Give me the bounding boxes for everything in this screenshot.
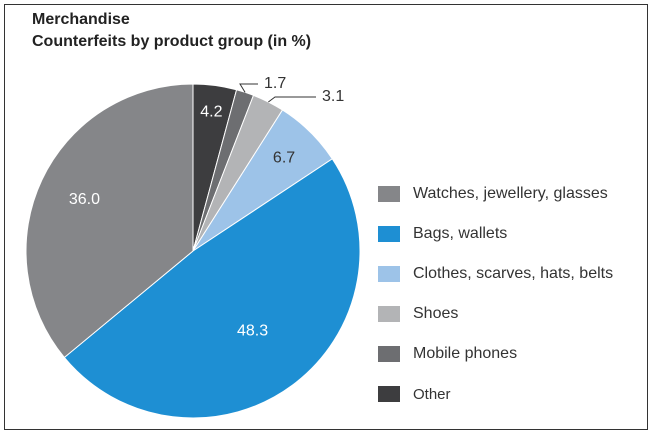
legend-item-mobile-phones: Mobile phones bbox=[378, 334, 613, 374]
legend-item-shoes: Shoes bbox=[378, 294, 613, 334]
data-label-mobile-phones: 1.7 bbox=[264, 75, 286, 92]
chart-frame bbox=[4, 4, 648, 430]
legend-label-other: Other bbox=[413, 385, 451, 403]
legend-item-other: Other bbox=[378, 374, 613, 414]
chart-legend: Watches, jewellery, glasses Bags, wallets… bbox=[378, 174, 613, 414]
data-label-bags-wallets: 48.3 bbox=[237, 323, 268, 340]
legend-swatch-bags-wallets bbox=[378, 226, 400, 242]
legend-item-bags-wallets: Bags, wallets bbox=[378, 214, 613, 254]
chart-title: Merchandise bbox=[32, 11, 130, 28]
legend-swatch-clothes-scarves-hats-belts bbox=[378, 266, 400, 282]
pie-slice-watches-jewellery-glasses bbox=[25, 83, 194, 359]
data-label-other: 4.2 bbox=[200, 103, 222, 120]
legend-label-clothes-scarves-hats-belts: Clothes, scarves, hats, belts bbox=[413, 265, 614, 282]
data-label-shoes: 3.1 bbox=[322, 88, 344, 105]
legend-label-bags-wallets: Bags, wallets bbox=[413, 225, 508, 242]
data-label-watches-jewellery-glasses: 36.0 bbox=[69, 191, 100, 208]
leader-line-mobile-phones bbox=[239, 83, 258, 93]
legend-label-mobile-phones: Mobile phones bbox=[413, 345, 518, 362]
data-label-clothes-scarves-hats-belts: 6.7 bbox=[273, 149, 295, 166]
legend-swatch-shoes bbox=[378, 306, 400, 322]
legend-label-watches-jewellery-glasses: Watches, jewellery, glasses bbox=[413, 185, 608, 202]
chart-subtitle: Counterfeits by product group (in %) bbox=[32, 33, 312, 50]
legend-swatch-mobile-phones bbox=[378, 346, 400, 362]
legend-item-watches-jewellery-glasses: Watches, jewellery, glasses bbox=[378, 174, 613, 214]
pie-slice-bags-wallets bbox=[63, 158, 361, 419]
legend-label-shoes: Shoes bbox=[413, 305, 459, 322]
leader-line-shoes bbox=[268, 96, 316, 103]
legend-item-clothes-scarves-hats-belts: Clothes, scarves, hats, belts bbox=[378, 254, 613, 294]
legend-swatch-other bbox=[378, 386, 400, 402]
legend-swatch-watches-jewellery-glasses bbox=[378, 186, 400, 202]
